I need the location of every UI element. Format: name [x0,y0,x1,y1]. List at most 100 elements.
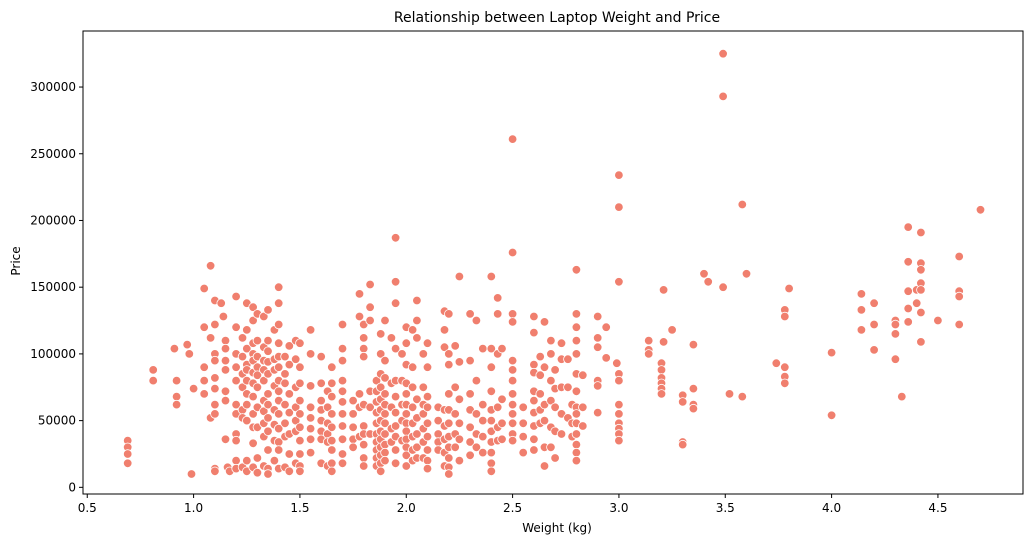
data-point [380,418,390,429]
data-point [497,418,507,429]
data-point [390,421,401,431]
data-point [412,315,422,326]
data-point [826,347,837,358]
data-point [252,382,263,393]
data-point [444,309,454,319]
data-point [280,418,290,429]
data-point [248,409,258,419]
data-point [210,399,220,410]
data-point [658,285,669,295]
data-point [412,429,422,439]
data-point [252,468,263,478]
data-point [337,319,348,330]
data-point [571,439,582,450]
data-point [242,399,252,410]
data-point [337,375,348,386]
data-point [571,409,582,419]
data-point [486,271,497,282]
data-point [365,315,375,326]
data-point [486,362,497,372]
data-point [401,450,412,461]
data-point [295,466,305,477]
x-tick-label: 2.5 [503,501,522,515]
data-point [305,325,316,335]
data-point [518,447,528,458]
data-point [242,455,252,466]
data-point [614,375,624,386]
y-tick-label: 0 [68,480,76,494]
data-point [471,315,482,326]
data-point [380,429,390,439]
data-point [220,434,231,445]
data-point [274,298,284,308]
data-point [237,382,248,393]
data-point [199,283,209,294]
data-point [518,431,528,442]
data-point [390,391,401,402]
data-point [954,319,964,330]
plot-frame [82,30,1024,495]
data-point [210,319,220,330]
data-point [305,447,316,458]
data-point [284,407,295,418]
data-point [471,375,482,386]
data-point [188,383,199,394]
data-point [439,325,450,335]
data-point [869,345,879,355]
data-point [497,343,507,354]
data-point [220,355,231,366]
data-point [359,439,369,450]
data-point [390,298,401,308]
data-point [291,402,301,413]
data-point [401,409,412,419]
data-point [529,311,539,322]
data-point [263,305,273,315]
data-point [539,317,550,327]
data-point [220,343,231,354]
data-point [903,222,913,232]
data-point [571,309,582,319]
data-point [422,362,433,372]
data-point [412,333,422,343]
data-point [539,461,550,471]
data-point [578,402,588,413]
data-point [380,355,390,366]
data-point [242,415,252,426]
data-point [359,421,369,431]
data-point [380,447,390,458]
data-point [535,370,545,380]
data-point [401,338,412,348]
data-point [182,339,192,350]
data-point [284,341,295,351]
data-point [535,351,545,362]
data-point [231,375,241,386]
data-point [529,327,539,338]
data-point [644,349,654,359]
data-point [563,382,573,393]
data-point [412,295,422,306]
data-point [688,339,699,350]
data-point [571,265,582,275]
data-point [376,466,386,477]
data-point [550,402,560,413]
data-point [380,409,390,419]
data-point [412,442,422,453]
data-point [890,329,901,339]
data-point [556,338,567,348]
data-point [305,434,316,445]
data-point [780,311,790,322]
data-point [210,355,220,366]
data-point [295,338,305,348]
data-point [422,445,433,455]
data-point [478,447,488,458]
data-point [493,309,503,319]
data-point [171,399,182,410]
y-tick-label: 250000 [30,147,76,161]
data-point [486,458,497,469]
y-tick-label: 50000 [38,414,76,428]
data-point [386,333,397,343]
data-point [454,357,465,367]
data-point [231,435,241,446]
data-point [422,455,433,466]
data-point [422,463,433,474]
